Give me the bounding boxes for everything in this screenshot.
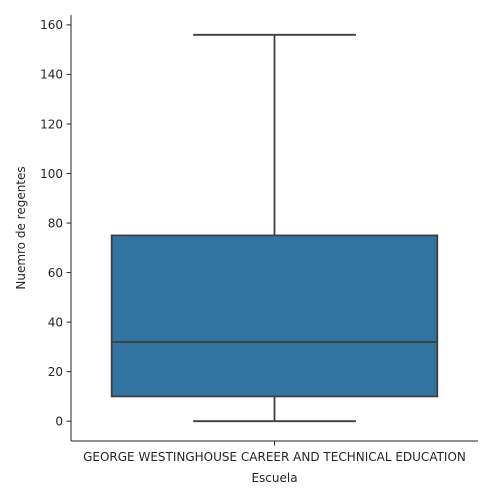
- y-tick-label: 60: [48, 266, 63, 280]
- iqr-box: [110, 234, 439, 398]
- box-group: [110, 33, 439, 423]
- plot-area: [110, 33, 439, 423]
- x-axis-title: Escuela: [251, 471, 297, 485]
- y-axis-ticks: 0 20 40 60 80 100 120 140 160: [40, 18, 71, 428]
- y-tick-label: 120: [40, 117, 63, 131]
- y-tick-label: 160: [40, 18, 63, 32]
- x-axis-ticks: GEORGE WESTINGHOUSE CAREER AND TECHNICAL…: [83, 441, 466, 464]
- y-tick-label: 80: [48, 216, 63, 230]
- y-tick-label: 0: [55, 414, 63, 428]
- y-axis-title: Nuemro de regentes: [14, 166, 28, 289]
- y-tick-label: 40: [48, 315, 63, 329]
- y-tick-label: 140: [40, 68, 63, 82]
- y-tick-label: 20: [48, 365, 63, 379]
- x-tick-label: GEORGE WESTINGHOUSE CAREER AND TECHNICAL…: [83, 450, 466, 464]
- y-tick-label: 100: [40, 167, 63, 181]
